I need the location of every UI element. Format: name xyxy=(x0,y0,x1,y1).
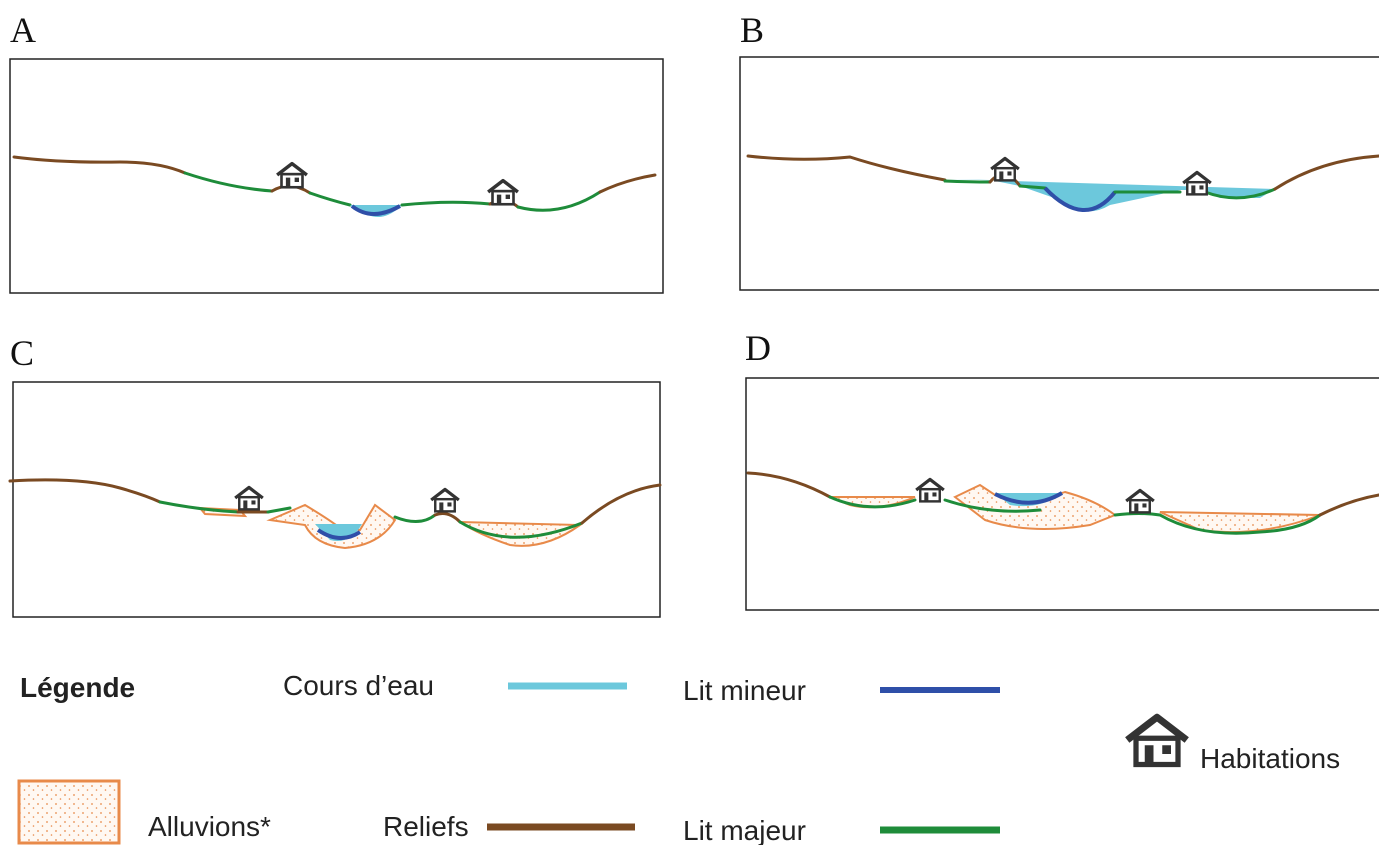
legend-label: Reliefs xyxy=(383,811,469,842)
legend-swatch xyxy=(17,779,121,845)
profile xyxy=(12,155,657,218)
profile xyxy=(746,154,1379,212)
legend-label: Habitations xyxy=(1200,743,1340,774)
panel-box xyxy=(12,381,661,618)
panel-label: A xyxy=(10,10,36,50)
profile xyxy=(8,478,662,550)
panel-box xyxy=(739,56,1379,291)
panel-box xyxy=(9,58,664,294)
legend: Légende Cours d’eau Lit mineur Habitatio… xyxy=(17,670,1340,845)
legend-label: Lit mineur xyxy=(683,675,806,706)
legend-label: Cours d’eau xyxy=(283,670,434,701)
panel-label: D xyxy=(745,328,771,368)
profile xyxy=(746,471,1379,535)
legend-title: Légende xyxy=(20,672,135,703)
legend-swatch xyxy=(1127,717,1187,764)
legend-label: Lit majeur xyxy=(683,815,806,845)
legend-label: Alluvions* xyxy=(148,811,271,842)
panel-label: B xyxy=(740,10,764,50)
panel-label: C xyxy=(10,333,34,373)
